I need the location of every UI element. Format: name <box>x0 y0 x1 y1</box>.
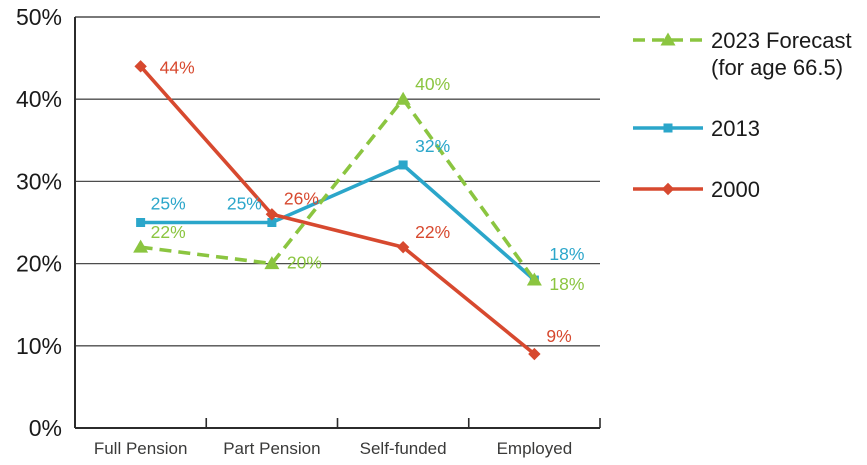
data-point-label: 25% <box>227 194 262 214</box>
square-marker-icon <box>663 123 673 133</box>
series-line <box>140 96 536 282</box>
diamond-marker-icon <box>661 182 675 196</box>
y-axis-tick-label: 50% <box>16 4 62 30</box>
data-point-label: 18% <box>549 274 584 294</box>
data-point-label: 40% <box>415 74 450 94</box>
data-point-label: 9% <box>546 326 571 346</box>
x-axis-category-label: Self-funded <box>360 439 447 458</box>
data-point-label: 18% <box>549 244 584 264</box>
legend-label: (for age 66.5) <box>711 55 843 80</box>
data-point-label: 25% <box>151 194 186 214</box>
data-point-label: 32% <box>415 136 450 156</box>
legend-item: 2013 <box>633 116 760 141</box>
legend-item: 2023 Forecast(for age 66.5) <box>633 28 852 80</box>
x-axis-category-label: Employed <box>497 439 573 458</box>
square-marker-icon <box>398 160 408 170</box>
series-line <box>139 65 536 356</box>
y-axis-tick-label: 0% <box>29 415 62 441</box>
legend-label: 2000 <box>711 177 760 202</box>
legend-label: 2013 <box>711 116 760 141</box>
x-axis-category-label: Part Pension <box>223 439 320 458</box>
legend-label: 2023 Forecast <box>711 28 852 53</box>
data-point-label: 26% <box>284 188 319 208</box>
diamond-marker-icon <box>528 347 541 361</box>
y-axis-tick-label: 20% <box>16 251 62 277</box>
y-axis-tick-label: 10% <box>16 333 62 359</box>
diamond-marker-icon <box>134 60 147 73</box>
data-point-label: 22% <box>415 222 450 242</box>
data-point-label: 22% <box>151 222 186 242</box>
series-line <box>140 162 536 282</box>
data-point-label: 20% <box>287 253 322 273</box>
y-axis-tick-label: 40% <box>16 86 62 112</box>
triangle-marker-icon <box>660 32 676 46</box>
data-point-label: 44% <box>160 57 195 77</box>
triangle-marker-icon <box>133 239 149 253</box>
y-axis-tick-label: 30% <box>16 168 62 194</box>
x-axis-category-label: Full Pension <box>94 439 188 458</box>
legend-item: 2000 <box>633 177 760 202</box>
triangle-marker-icon <box>526 272 542 286</box>
legend: 2023 Forecast(for age 66.5) 2013 2000 <box>633 28 852 202</box>
series-2023-forecast-for-age-66-5- <box>133 91 542 286</box>
triangle-marker-icon <box>395 91 411 105</box>
square-marker-icon <box>136 218 146 227</box>
diamond-marker-icon <box>396 240 410 254</box>
series-2000 <box>134 60 541 361</box>
square-marker-icon <box>267 218 277 227</box>
diamond-marker-icon <box>265 208 279 221</box>
triangle-marker-icon <box>264 256 280 270</box>
